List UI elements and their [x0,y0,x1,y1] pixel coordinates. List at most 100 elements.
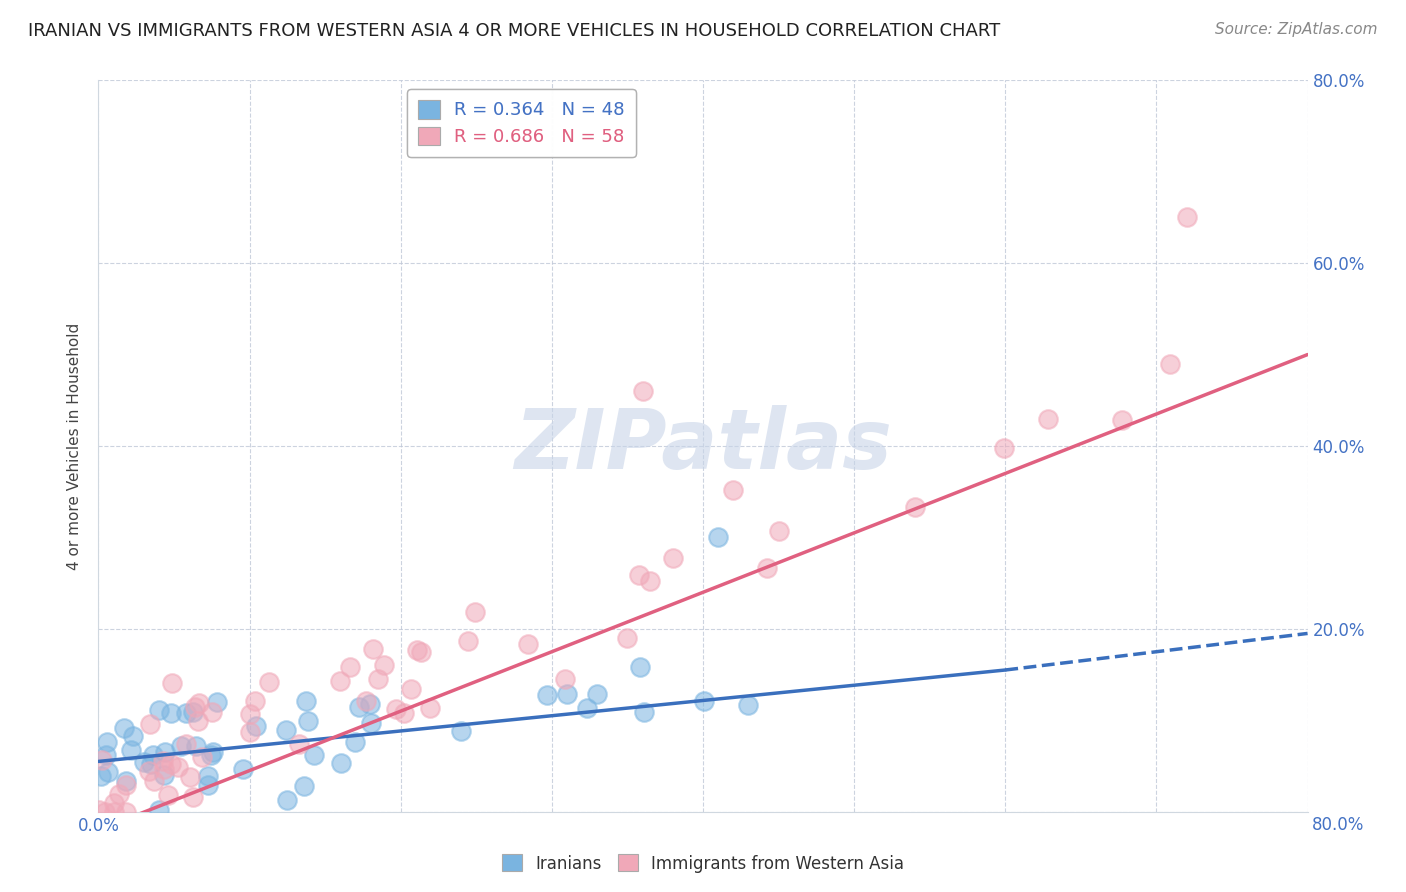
Text: Source: ZipAtlas.com: Source: ZipAtlas.com [1215,22,1378,37]
Point [385,702,408,716]
Point [181,790,204,805]
Point [176,737,198,751]
Point [201,705,224,719]
Point [120,743,142,757]
Point [904,500,927,514]
Point [200,748,222,763]
Point [96,735,118,749]
Point [187,714,209,728]
Point [89,803,111,817]
Point [191,750,214,764]
Point [96,747,118,762]
Point [354,693,377,707]
Point [419,701,441,715]
Legend: R = 0.364   N = 48, R = 0.686   N = 58: R = 0.364 N = 48, R = 0.686 N = 58 [408,89,636,157]
Point [329,674,352,689]
Point [361,642,384,657]
Point [292,779,315,793]
Point [692,694,714,708]
Point [576,701,599,715]
Point [138,764,160,779]
Point [367,672,389,686]
Point [450,723,472,738]
Point [409,645,432,659]
Point [339,660,361,674]
Point [160,706,183,720]
Point [103,796,125,810]
Text: IRANIAN VS IMMIGRANTS FROM WESTERN ASIA 4 OR MORE VEHICLES IN HOUSEHOLD CORRELAT: IRANIAN VS IMMIGRANTS FROM WESTERN ASIA … [28,22,1001,40]
Point [141,757,163,772]
Point [536,689,558,703]
Point [174,706,197,721]
Point [756,560,779,574]
Point [152,754,174,768]
Point [464,605,486,619]
Point [239,724,262,739]
Point [768,524,790,538]
Point [179,770,201,784]
Point [156,788,179,802]
Point [638,574,661,589]
Point [633,705,655,719]
Y-axis label: 4 or more Vehicles in Household: 4 or more Vehicles in Household [67,322,83,570]
Point [555,687,578,701]
Point [517,637,540,651]
Point [405,643,427,657]
Point [197,769,219,783]
Point [585,687,607,701]
Point [114,805,136,819]
Point [274,723,297,738]
Point [184,699,207,714]
Point [103,805,125,819]
Point [627,568,650,582]
Point [152,768,174,782]
Point [723,483,745,498]
Point [628,660,651,674]
Point [122,730,145,744]
Text: 80.0%: 80.0% [1312,816,1364,834]
Point [91,753,114,767]
Point [399,682,422,697]
Point [181,705,204,719]
Point [1036,412,1059,426]
Point [1111,413,1133,427]
Point [153,746,176,760]
Point [616,631,638,645]
Point [148,803,170,817]
Point [457,634,479,648]
Point [1159,357,1181,371]
Point [239,706,262,721]
Point [304,747,326,762]
Point [115,774,138,789]
Point [243,693,266,707]
Point [108,787,131,801]
Point [288,738,311,752]
Point [276,793,298,807]
Point [245,719,267,733]
Point [295,694,318,708]
Point [737,698,759,712]
Point [169,739,191,753]
Point [148,703,170,717]
Point [160,676,183,690]
Point [347,699,370,714]
Point [257,675,280,690]
Point [232,762,254,776]
Text: ZIPatlas: ZIPatlas [515,406,891,486]
Point [115,778,138,792]
Point [661,551,683,566]
Point [94,805,117,819]
Point [707,530,730,544]
Point [197,778,219,792]
Point [373,657,395,672]
Legend: Iranians, Immigrants from Western Asia: Iranians, Immigrants from Western Asia [495,847,911,880]
Point [631,384,654,398]
Point [97,765,120,780]
Point [90,769,112,783]
Point [360,716,382,731]
Point [297,714,319,729]
Point [184,739,207,754]
Point [134,755,156,769]
Point [394,706,416,721]
Point [112,721,135,735]
